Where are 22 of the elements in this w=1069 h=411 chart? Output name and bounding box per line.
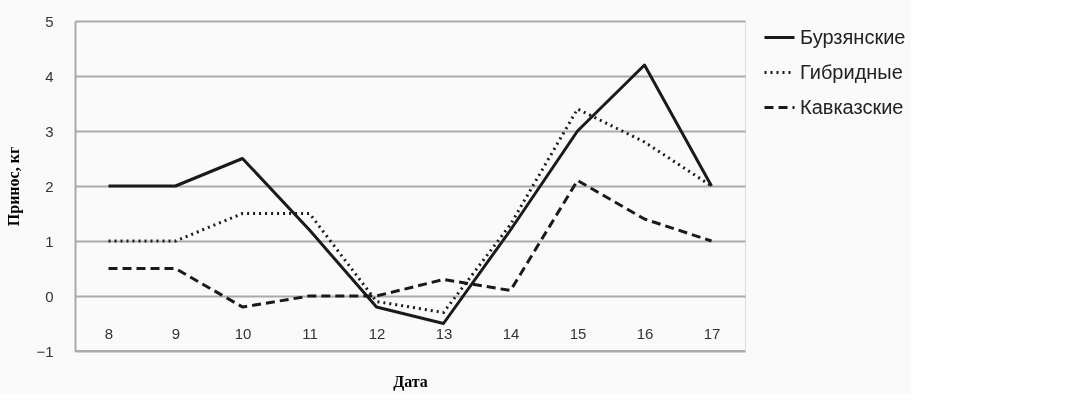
legend-label: Бурзянские bbox=[800, 25, 906, 48]
x-tick-label: 14 bbox=[502, 324, 520, 342]
y-tick-label: 5 bbox=[45, 12, 54, 30]
y-tick-label: 0 bbox=[45, 287, 54, 305]
y-axis-title: Принос, кг bbox=[5, 146, 24, 227]
x-tick-label: 12 bbox=[368, 324, 386, 342]
legend-label: Кавказские bbox=[800, 95, 904, 118]
legend-label: Гибридные bbox=[800, 60, 903, 83]
x-tick-label: 15 bbox=[569, 324, 587, 342]
x-tick-label: 11 bbox=[302, 324, 318, 342]
x-tick-label: 9 bbox=[171, 324, 181, 342]
x-tick-label: 16 bbox=[636, 324, 654, 342]
y-tick-label: 2 bbox=[45, 177, 54, 195]
x-tick-label: 13 bbox=[435, 324, 453, 342]
x-axis-title: Дата bbox=[393, 372, 428, 391]
y-tick-label: 1 bbox=[45, 232, 54, 250]
y-tick-label: −1 bbox=[36, 342, 54, 360]
x-tick-label: 17 bbox=[703, 324, 721, 342]
x-tick-label: 8 bbox=[104, 324, 114, 342]
x-tick-label: 10 bbox=[234, 324, 252, 342]
y-tick-label: 4 bbox=[45, 67, 54, 85]
y-tick-label: 3 bbox=[45, 122, 54, 140]
